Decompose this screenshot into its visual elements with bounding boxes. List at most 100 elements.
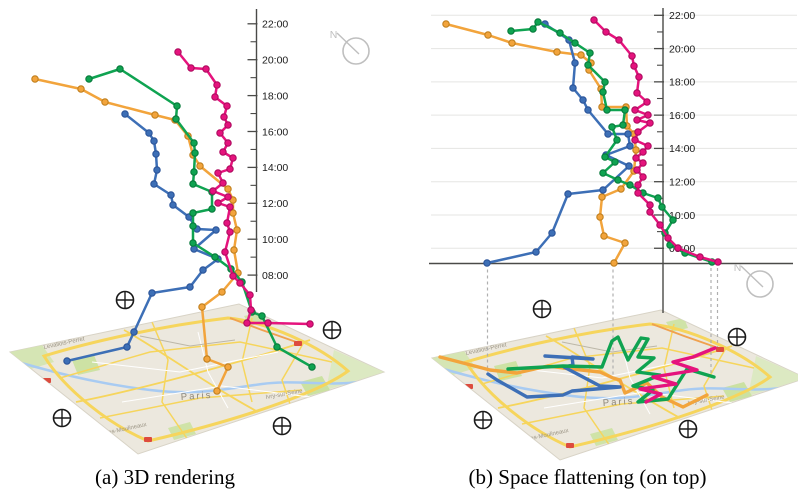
trajectory-point-pink xyxy=(226,228,234,236)
zoom-in-button[interactable] xyxy=(52,408,72,428)
trajectory-point-pink xyxy=(174,48,182,56)
trajectory-point-blue xyxy=(153,166,161,174)
trajectory-point-blue xyxy=(625,162,633,170)
compass-north-label: N xyxy=(734,262,742,274)
trajectory-point-pink xyxy=(633,89,641,97)
trajectory-point-pink xyxy=(633,116,641,124)
trajectory-point-green xyxy=(308,363,316,371)
trajectory-point-green xyxy=(211,253,219,261)
trajectory-point-green xyxy=(621,106,629,114)
trajectory-point-pink xyxy=(615,36,623,44)
tick-label: 20:00 xyxy=(262,55,288,67)
trajectory-point-orange xyxy=(577,51,585,59)
trajectory-point-blue xyxy=(167,191,175,199)
trajectory-point-pink xyxy=(639,173,647,181)
trajectory-point-pink xyxy=(696,253,704,261)
trajectory-point-pink xyxy=(243,319,251,327)
trajectory-point-pink xyxy=(223,102,231,110)
trajectory-point-green xyxy=(172,115,180,123)
trajectory-point-green xyxy=(601,153,609,161)
trajectory-blue xyxy=(486,22,632,265)
trajectory-point-pink xyxy=(224,121,232,129)
trajectory-point-orange xyxy=(598,193,606,201)
trajectory-point-pink xyxy=(631,136,639,144)
zoom-in-button[interactable] xyxy=(678,419,698,439)
trajectory-point-green xyxy=(586,49,594,57)
zoom-in-button[interactable] xyxy=(322,320,342,340)
tick-label: 16:00 xyxy=(669,110,695,122)
trajectory-point-green xyxy=(584,61,592,69)
trajectory-point-orange xyxy=(203,355,211,363)
trajectory-point-blue xyxy=(152,150,160,158)
tick-label: 22:00 xyxy=(669,10,695,22)
trajectory-point-pink xyxy=(644,111,652,119)
trajectory-point-pink xyxy=(187,64,195,72)
compass-circle[interactable] xyxy=(746,270,774,298)
trajectory-point-blue xyxy=(199,266,207,274)
compass-widget[interactable]: N xyxy=(330,29,370,65)
map-panel-a xyxy=(10,304,384,454)
zoom-in-button[interactable] xyxy=(115,290,135,310)
caption-panel-a: (a) 3D rendering xyxy=(95,465,235,489)
trajectory-point-green xyxy=(658,203,666,211)
trajectory-point-orange xyxy=(553,48,561,56)
trajectory-point-pink xyxy=(221,248,229,256)
trajectory-point-blue xyxy=(150,137,158,145)
zoom-in-button[interactable] xyxy=(727,327,747,347)
trajectory-point-green xyxy=(534,18,542,26)
trajectory-point-green xyxy=(603,106,611,114)
trajectory-point-green xyxy=(273,343,281,351)
trajectory-point-blue xyxy=(483,259,491,267)
tick-label: 12:00 xyxy=(669,177,695,189)
caption-panel-b: (b) Space flattening (on top) xyxy=(468,465,707,489)
trajectory-point-pink xyxy=(590,16,598,24)
trajectory-point-orange xyxy=(196,162,204,170)
trajectory-point-orange xyxy=(77,85,85,93)
trajectory-point-blue xyxy=(569,84,577,92)
trajectory-point-pink xyxy=(224,139,232,147)
trajectory-point-green xyxy=(116,65,124,73)
trajectory-point-pink xyxy=(213,81,221,89)
trajectory-point-orange xyxy=(442,20,450,28)
trajectory-point-pink xyxy=(634,181,642,189)
trajectory-point-orange xyxy=(621,239,629,247)
trajectory-point-orange xyxy=(224,185,232,193)
trajectory-point-orange xyxy=(600,232,608,240)
trajectory-point-orange xyxy=(230,246,238,254)
trajectory-point-pink xyxy=(630,62,638,70)
compass-circle[interactable] xyxy=(342,37,370,65)
trajectory-point-orange xyxy=(31,75,39,83)
zoom-in-button[interactable] xyxy=(473,410,493,430)
trajectory-point-green xyxy=(189,239,197,247)
trajectory-point-green xyxy=(608,123,616,131)
zoom-in-button[interactable] xyxy=(272,416,292,436)
compass-needle xyxy=(740,265,764,288)
trajectory-point-blue xyxy=(148,289,156,297)
trajectory-point-orange xyxy=(610,259,618,267)
trajectory-point-orange xyxy=(218,288,226,296)
trajectory-point-orange xyxy=(617,185,625,193)
trajectory-point-pink xyxy=(656,221,664,229)
trajectory-pink xyxy=(593,19,719,264)
trajectory-point-pink xyxy=(306,320,314,328)
zoom-in-button[interactable] xyxy=(532,299,552,319)
trajectory-point-orange xyxy=(213,387,221,395)
trajectory-point-pink xyxy=(646,119,654,127)
trajectory-point-green xyxy=(556,29,564,37)
trajectory-point-pink xyxy=(646,208,654,216)
trajectory-point-pink xyxy=(209,187,217,195)
trajectory-point-blue xyxy=(624,130,632,138)
compass-north-label: N xyxy=(330,29,338,41)
trajectory-point-blue xyxy=(571,59,579,67)
trajectory-point-green xyxy=(190,168,198,176)
trajectory-point-blue xyxy=(150,180,158,188)
trajectory-point-green xyxy=(619,121,627,129)
compass-widget[interactable]: N xyxy=(734,262,774,298)
flattened-path-orange xyxy=(438,355,709,409)
trajectory-point-pink xyxy=(223,219,231,227)
trajectory-point-pink xyxy=(211,93,219,101)
trajectory-point-blue xyxy=(626,142,634,150)
trajectory-point-blue xyxy=(532,248,540,256)
